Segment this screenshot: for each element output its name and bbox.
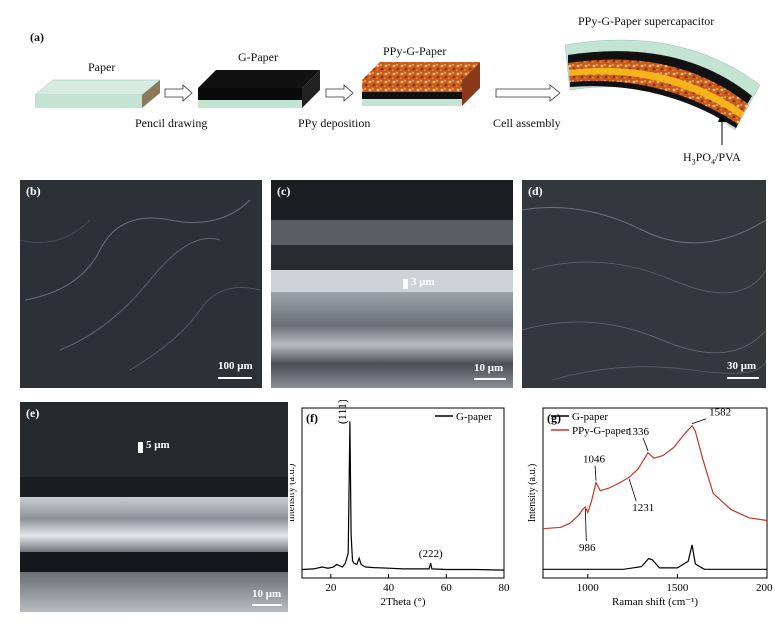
x-tick-label: 40 — [383, 582, 395, 594]
xrd-chart: 20 40 60 80 2Theta (°) Intensity (a.u.) (f) G-p… — [290, 400, 511, 608]
peak-label: 1336 — [627, 426, 650, 438]
thickness-marker — [403, 279, 408, 289]
scale-bar — [727, 377, 759, 379]
x-axis-label: 2Theta (°) — [380, 596, 425, 608]
peak-label: 986 — [579, 542, 596, 554]
panel-tag: (g) — [547, 411, 561, 425]
step-ppy-deposition: PPy deposition — [298, 116, 371, 130]
legend-label: G-paper — [572, 411, 608, 423]
thickness-label: 3 μm — [411, 276, 435, 288]
arrow-3 — [495, 84, 561, 102]
peak-arrow — [628, 479, 637, 502]
paper-slab — [34, 79, 161, 108]
peak-arrow — [594, 465, 597, 481]
arrow-2 — [325, 84, 354, 102]
sem-image-c: (c) 3 μm 10 μm — [271, 180, 513, 388]
x-tick-label: 2000 — [756, 582, 773, 594]
panel-b-tag: (b) — [26, 184, 41, 198]
legend-label: PPy-G-paper — [572, 425, 630, 437]
electrolyte-label: H3PO4/PVA — [683, 150, 741, 167]
panel-a-schematic — [34, 39, 761, 145]
scale-label: 10 μm — [252, 588, 282, 600]
gpaper-label: G-Paper — [238, 50, 278, 64]
y-axis-label: Intensity (a.u.) — [290, 464, 297, 523]
scale-bar — [474, 378, 506, 380]
scale-label: 30 μm — [727, 360, 757, 372]
x-tick-label: 60 — [441, 582, 453, 594]
plot-frame — [301, 407, 505, 579]
panel-e-tag: (e) — [26, 406, 40, 420]
y-axis-label: Intensity (a.u.) — [527, 464, 538, 523]
x-tick-label: 1500 — [666, 582, 689, 594]
peak-label: 1046 — [583, 454, 606, 466]
paper-label: Paper — [88, 60, 116, 74]
peak-label: 1582 — [709, 407, 731, 419]
raman-chart: 1000 1500 2000 Raman shift (cm⁻¹) Intensity … — [527, 407, 773, 608]
series-line-g-paper — [543, 544, 767, 570]
sem-image-b: (b) 100 μm — [20, 180, 262, 388]
series-line-g-paper — [301, 421, 505, 571]
panel-c-tag: (c) — [277, 184, 291, 198]
device-label: PPy-G-Paper supercapacitor — [578, 14, 715, 28]
scale-label: 100 μm — [218, 360, 253, 372]
step-cell-assembly: Cell assembly — [493, 116, 561, 130]
legend-label: G-paper — [456, 411, 492, 423]
supercapacitor-device — [564, 39, 761, 131]
peak-arrow — [642, 437, 649, 451]
scale-bar — [252, 604, 282, 606]
scale-bar — [218, 377, 252, 379]
x-axis-label: Raman shift (cm⁻¹) — [612, 596, 698, 608]
panel-tag: (f) — [306, 411, 318, 425]
plot-frame — [542, 407, 768, 579]
panel-d-tag: (d) — [528, 184, 543, 198]
thickness-label: 5 μm — [146, 439, 170, 451]
step-pencil-drawing: Pencil drawing — [135, 116, 208, 130]
sem-image-d: (d) 30 μm — [522, 180, 766, 388]
sem-image-e: (e) 5 μm 10 μm — [20, 402, 288, 612]
gpaper-slab — [198, 70, 320, 108]
thickness-marker — [138, 442, 143, 453]
peak-label: 1231 — [632, 502, 654, 514]
arrow-1 — [164, 84, 193, 102]
x-tick-label: 1000 — [577, 582, 600, 594]
panel-a-tag: (a) — [30, 30, 44, 44]
peak-label: (111) — [335, 400, 349, 424]
ppy-gpaper-slab — [362, 62, 480, 106]
ppy-gpaper-label: PPy-G-Paper — [383, 44, 447, 58]
x-tick-label: 80 — [499, 582, 511, 594]
peak-label: (222) — [419, 548, 443, 560]
series-line-ppy-g-paper — [542, 424, 768, 530]
scale-label: 10 μm — [474, 362, 504, 374]
x-tick-label: 20 — [325, 582, 337, 594]
peak-arrow — [584, 508, 587, 541]
peak-arrow — [691, 418, 707, 425]
